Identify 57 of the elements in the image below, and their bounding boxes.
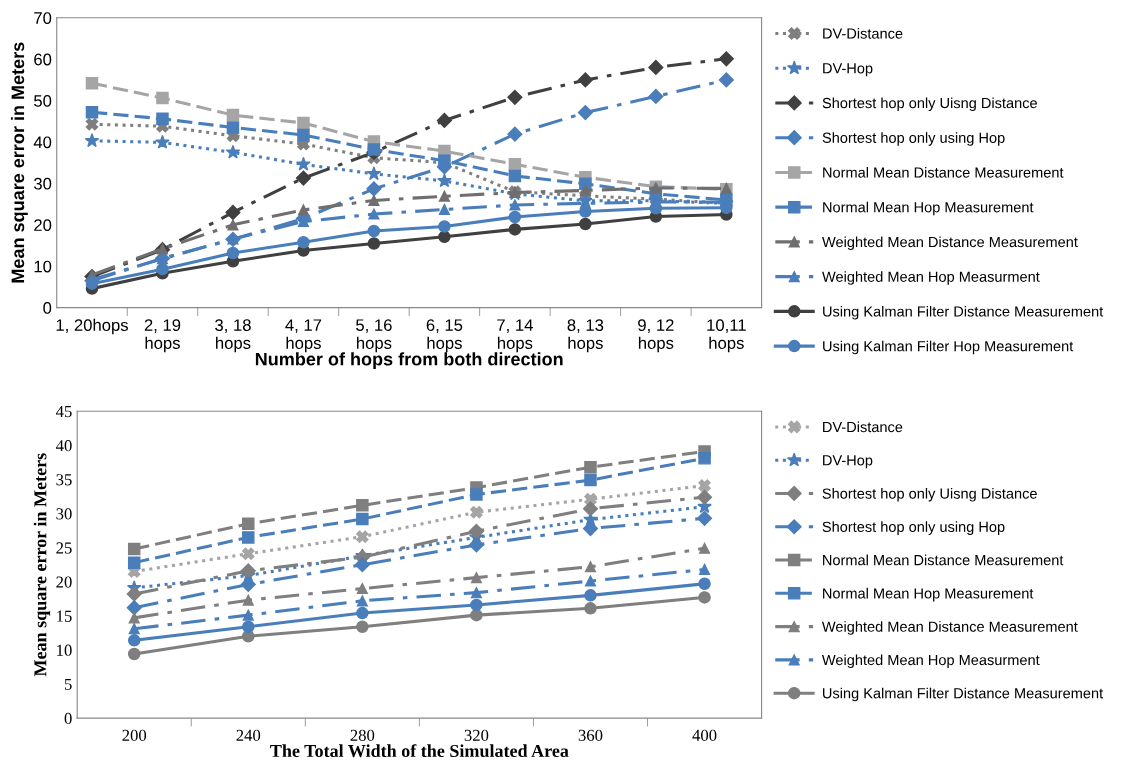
- y-tick-label: 15: [57, 610, 72, 622]
- legend-label: Normal Mean Hop Measurement: [823, 587, 1034, 602]
- x-tick-label: 7, 14 hops: [497, 319, 533, 353]
- legend-label: Using Kalman Filter Distance Measurement: [823, 687, 1104, 702]
- x-axis-title: Number of hops from both direction: [255, 352, 563, 370]
- x-tick-label: 240: [236, 729, 261, 741]
- y-tick-label: 20: [56, 576, 72, 588]
- y-tick-label: 30: [56, 508, 72, 520]
- y-tick-label: 30: [33, 177, 52, 190]
- x-tick-label: 280: [350, 729, 375, 741]
- legend-label: DV-Hop: [823, 455, 873, 469]
- y-tick-label: 10: [57, 644, 72, 656]
- x-tick-label: 6, 15 hops: [426, 319, 463, 353]
- x-tick-label: 9, 12 hops: [638, 319, 674, 353]
- x-tick-label: 360: [578, 729, 603, 741]
- y-tick-label: 10: [34, 260, 52, 273]
- y-tick-label: 0: [64, 712, 72, 725]
- legend-label: Weighted Mean Distance Measurement: [821, 621, 1078, 635]
- x-tick-label: 8, 13 hops: [567, 319, 604, 353]
- y-axis-title: Mean square error in Meters: [10, 42, 28, 283]
- y-tick-label: 0: [43, 302, 52, 314]
- legend-label: DV-Distance: [823, 421, 903, 433]
- x-tick-label: 4, 17 hops: [285, 319, 322, 353]
- legend-label: Normal Mean Distance Measurement: [823, 554, 1064, 566]
- y-tick-label: 5: [64, 678, 72, 690]
- legend-label: Shortest hop only Uisng Distance: [822, 488, 1037, 502]
- legend-label: Weighted Mean Hop Measurment: [822, 271, 1040, 285]
- y-tick-label: 60: [34, 53, 52, 66]
- y-tick-label: 50: [34, 95, 52, 107]
- x-tick-label: 3, 18 hops: [215, 319, 251, 353]
- x-tick-label: 10,11 hops: [707, 319, 746, 353]
- x-tick-label: 2, 19 hops: [144, 319, 181, 353]
- y-tick-label: 45: [55, 406, 72, 418]
- x-tick-label: 1, 20hops: [56, 318, 128, 335]
- legend-label: Shortest hop only Uisng Distance: [822, 97, 1037, 112]
- y-axis-title: Mean square error in Meters: [33, 453, 51, 677]
- legend-label: Using Kalman Filter Distance Measurement: [823, 305, 1104, 320]
- x-tick-label: 320: [464, 729, 489, 741]
- x-tick-label: 5, 16 hops: [356, 319, 392, 353]
- legend-label: Shortest hop only using Hop: [822, 521, 1005, 535]
- legend-label: Shortest hop only using Hop: [822, 132, 1005, 146]
- legend-label: Weighted Mean Distance Measurement: [822, 236, 1078, 251]
- y-tick-label: 35: [56, 474, 72, 486]
- y-tick-label: 20: [34, 219, 52, 232]
- legend-label: DV-Hop: [823, 63, 873, 77]
- legend-label: Normal Mean Hop Measurement: [823, 201, 1034, 216]
- x-axis-title: The Total Width of the Simulated Area: [270, 744, 569, 758]
- legend-label: Weighted Mean Hop Measurment: [821, 654, 1040, 669]
- x-tick-label: 400: [692, 729, 717, 741]
- legend-label: Normal Mean Distance Measurement: [823, 166, 1064, 178]
- legend-label: Using Kalman Filter Hop Measurement: [823, 340, 1074, 355]
- y-tick-label: 40: [33, 136, 52, 149]
- x-tick-label: 200: [122, 729, 147, 741]
- y-tick-label: 70: [34, 12, 52, 24]
- legend-label: DV-Distance: [823, 27, 903, 39]
- y-tick-label: 25: [56, 542, 72, 554]
- y-tick-label: 40: [55, 440, 72, 452]
